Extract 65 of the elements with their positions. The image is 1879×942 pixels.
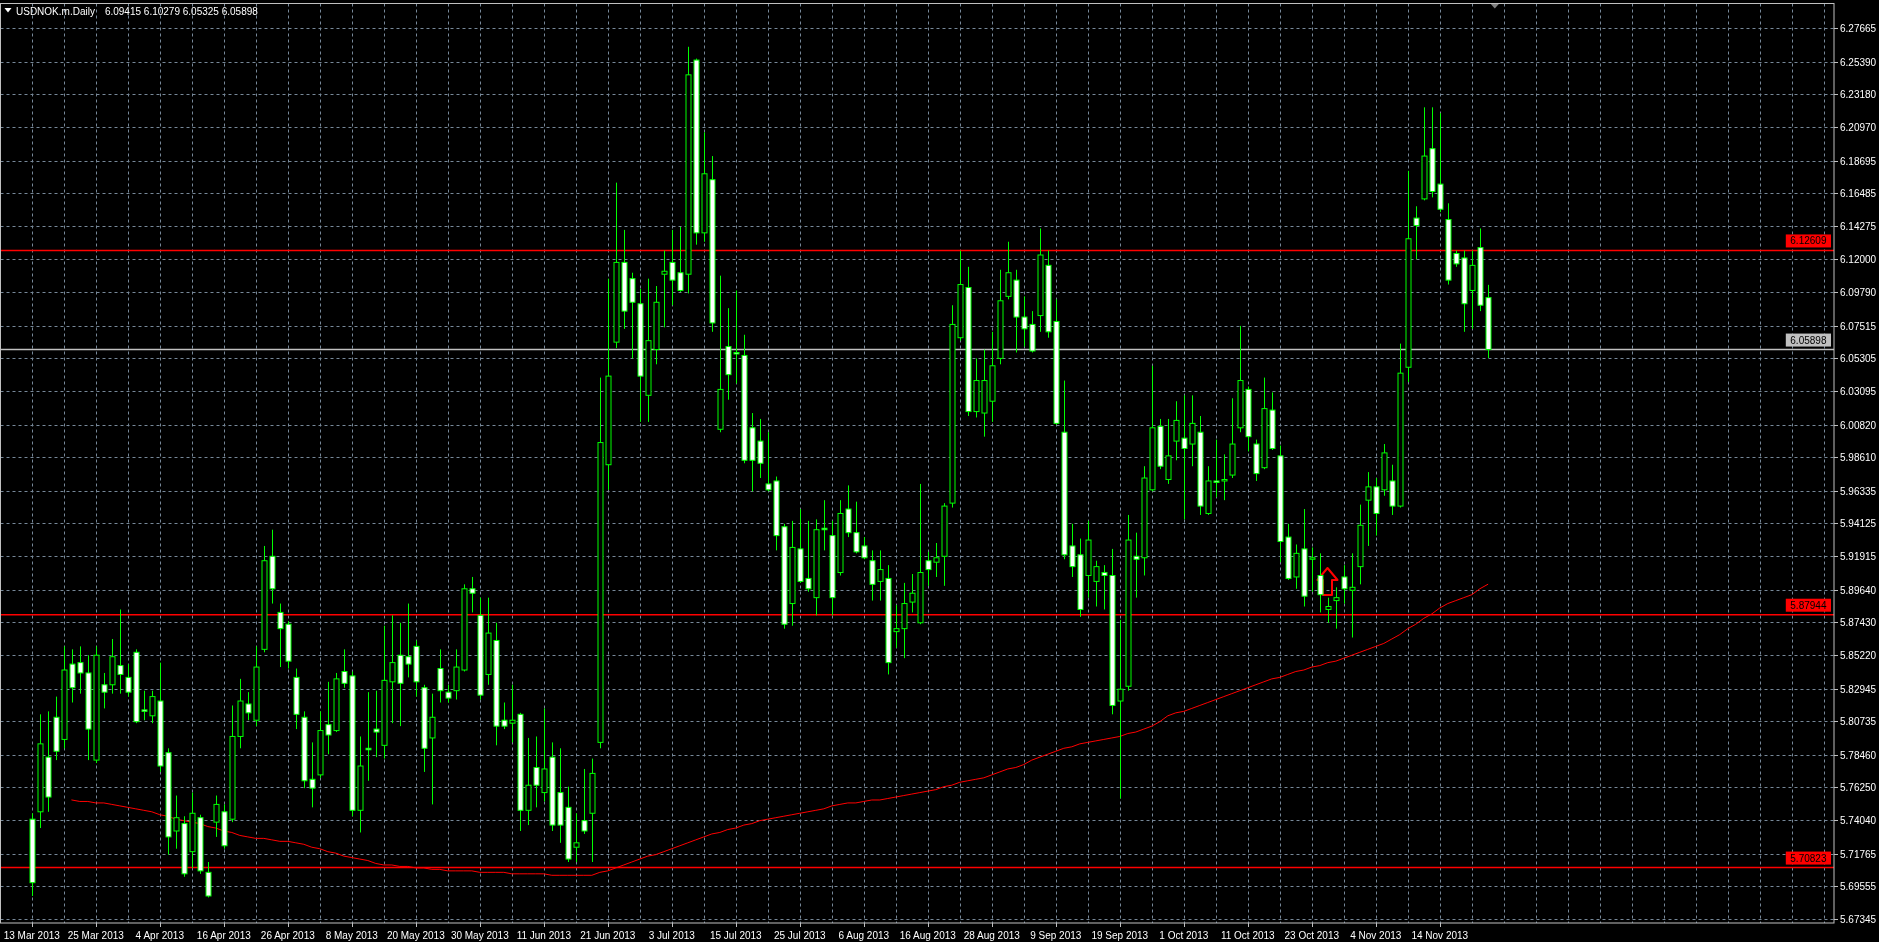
x-tick-label: 19 Sep 2013 bbox=[1091, 929, 1149, 941]
x-tick-label: 1 Oct 2013 bbox=[1159, 929, 1209, 941]
candlestick bbox=[205, 861, 212, 898]
y-tick-label: 5.69555 bbox=[1840, 881, 1877, 892]
y-tick-label: 6.16485 bbox=[1840, 188, 1877, 199]
x-tick-label: 4 Apr 2013 bbox=[135, 929, 185, 941]
x-tick-label: 15 Jul 2013 bbox=[709, 929, 763, 941]
y-tick-label: 6.27665 bbox=[1840, 23, 1877, 34]
y-tick-label: 5.80735 bbox=[1840, 716, 1877, 727]
y-tick-label: 6.00820 bbox=[1840, 420, 1877, 431]
x-tick-label: 9 Sep 2013 bbox=[1030, 929, 1082, 941]
ref-line-label: 5.70823 bbox=[1790, 852, 1827, 864]
candlestick bbox=[1333, 586, 1340, 630]
x-tick-label: 16 Apr 2013 bbox=[196, 929, 252, 941]
x-tick-label: 25 Jul 2013 bbox=[773, 929, 827, 941]
y-tick-label: 5.96335 bbox=[1840, 486, 1877, 497]
x-tick-label: 11 Oct 2013 bbox=[1220, 929, 1276, 941]
y-tick-label: 5.71765 bbox=[1840, 849, 1877, 860]
y-tick-label: 6.23180 bbox=[1840, 89, 1877, 100]
y-tick-label: 5.85220 bbox=[1840, 650, 1877, 661]
candlestick bbox=[1325, 597, 1332, 624]
y-tick-label: 6.25390 bbox=[1840, 57, 1877, 68]
y-tick-label: 5.78460 bbox=[1840, 750, 1877, 761]
y-tick-label: 6.12000 bbox=[1840, 254, 1877, 265]
x-tick-label: 26 Apr 2013 bbox=[260, 929, 316, 941]
x-tick-label: 21 Jun 2013 bbox=[580, 929, 636, 941]
x-tick-label: 4 Nov 2013 bbox=[1350, 929, 1402, 941]
candlestick bbox=[1413, 205, 1420, 260]
candlestick bbox=[437, 648, 444, 703]
y-tick-label: 5.91915 bbox=[1840, 551, 1877, 562]
x-tick-label: 11 Jun 2013 bbox=[516, 929, 572, 941]
y-tick-label: 5.87430 bbox=[1840, 617, 1877, 628]
y-tick-label: 6.14275 bbox=[1840, 221, 1877, 232]
candlestick bbox=[581, 768, 588, 835]
y-tick-label: 5.67345 bbox=[1840, 914, 1877, 925]
x-tick-label: 25 Mar 2013 bbox=[67, 929, 125, 941]
y-tick-label: 6.20970 bbox=[1840, 122, 1877, 133]
ref-line-label: 5.87944 bbox=[1790, 599, 1827, 611]
x-tick-label: 23 Oct 2013 bbox=[1284, 929, 1340, 941]
y-tick-label: 5.82945 bbox=[1840, 684, 1877, 695]
x-tick-label: 13 Mar 2013 bbox=[3, 929, 61, 941]
y-tick-label: 6.05305 bbox=[1840, 353, 1877, 364]
x-tick-label: 8 May 2013 bbox=[325, 929, 379, 941]
x-tick-label: 28 Aug 2013 bbox=[963, 929, 1021, 941]
x-tick-label: 3 Jul 2013 bbox=[648, 929, 696, 941]
x-tick-label: 14 Nov 2013 bbox=[1411, 929, 1469, 941]
y-tick-label: 6.09790 bbox=[1840, 287, 1877, 298]
x-tick-label: 30 May 2013 bbox=[450, 929, 510, 941]
y-tick-label: 5.98610 bbox=[1840, 452, 1877, 463]
y-tick-label: 6.18695 bbox=[1840, 156, 1877, 167]
y-tick-label: 5.94125 bbox=[1840, 518, 1877, 529]
candlestick bbox=[1317, 552, 1324, 613]
y-tick-label: 5.76250 bbox=[1840, 782, 1877, 793]
chart-subtitle: 6.09415 6.10279 6.05325 6.05898 bbox=[104, 5, 259, 17]
chart-title: USDNOK.m.Daily bbox=[16, 5, 95, 17]
ref-line-label: 6.05898 bbox=[1790, 334, 1827, 346]
y-tick-label: 5.89640 bbox=[1840, 585, 1877, 596]
candlestick bbox=[365, 691, 372, 782]
y-tick-label: 5.74040 bbox=[1840, 815, 1877, 826]
x-tick-label: 20 May 2013 bbox=[386, 929, 446, 941]
ref-line-label: 6.12609 bbox=[1790, 235, 1827, 247]
y-tick-label: 6.07515 bbox=[1840, 321, 1877, 332]
x-tick-label: 6 Aug 2013 bbox=[838, 929, 890, 941]
y-tick-label: 6.03095 bbox=[1840, 386, 1877, 397]
x-tick-label: 16 Aug 2013 bbox=[899, 929, 957, 941]
